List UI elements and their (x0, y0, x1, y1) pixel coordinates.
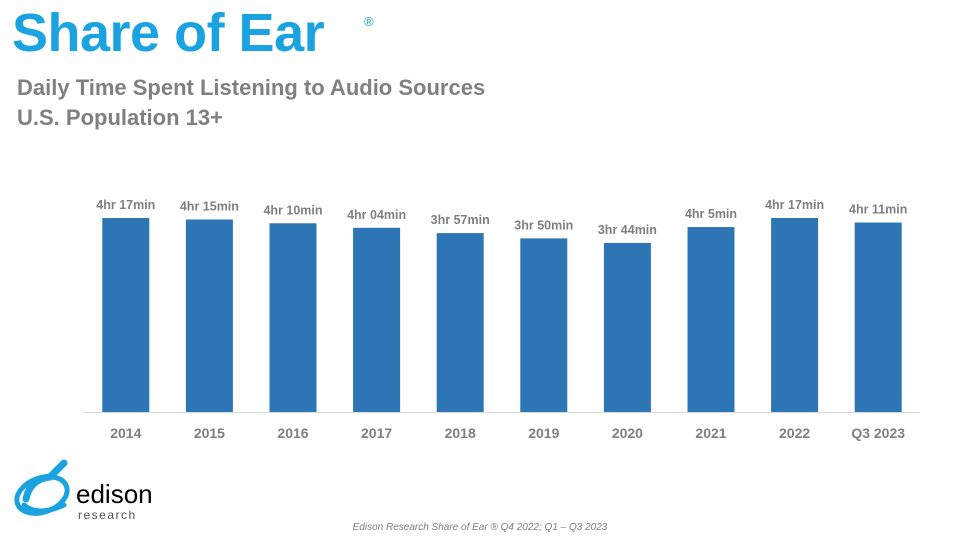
bar-2 (269, 223, 317, 412)
bar-value-label: 4hr 11min (849, 203, 907, 217)
category-label: Q3 2023 (851, 425, 905, 441)
bar-value-label: 4hr 10min (263, 203, 322, 217)
category-label: 2015 (194, 425, 225, 441)
edison-research-logo: edison research (12, 455, 182, 525)
category-label: 2022 (779, 425, 810, 441)
chart-subtitle-line2: U.S. Population 13+ (17, 105, 223, 130)
registered-mark: ® (364, 14, 374, 29)
bar-value-label: 4hr 17min (96, 198, 155, 212)
bar-5 (520, 238, 568, 412)
bar-value-label: 3hr 57min (431, 213, 490, 227)
category-label: 2017 (361, 425, 392, 441)
bar-value-label: 3hr 44min (598, 223, 657, 237)
bar-1 (185, 219, 233, 412)
bar-value-label: 3hr 50min (514, 218, 573, 232)
bar-value-label: 4hr 04min (347, 208, 406, 222)
category-label: 2019 (528, 425, 559, 441)
page-title: Share of Ear (12, 3, 325, 63)
bar-chart: 4hr 17min 2014 4hr 15min 2015 4hr 10min 2016 4… (84, 198, 920, 441)
chart-subtitle-line1: Daily Time Spent Listening to Audio Sour… (17, 75, 486, 100)
bar-4 (436, 233, 484, 412)
bar-0 (102, 218, 150, 412)
bar-value-label: 4hr 15min (180, 200, 239, 214)
edison-logo-icon (14, 459, 70, 516)
category-label: 2018 (445, 425, 476, 441)
bar-9 (854, 222, 902, 412)
logo-subtext: research (78, 508, 137, 522)
bar-8 (771, 218, 819, 412)
source-footnote: Edison Research Share of Ear ® Q4 2022; … (352, 522, 608, 533)
bar-7 (687, 227, 735, 412)
category-label: 2021 (695, 425, 726, 441)
bar-6 (603, 242, 651, 412)
category-label: 2020 (612, 425, 643, 441)
category-label: 2014 (110, 425, 141, 441)
bar-3 (353, 227, 401, 412)
logo-wordmark: edison (76, 479, 153, 509)
bar-value-label: 4hr 5min (685, 207, 737, 221)
bar-value-label: 4hr 17min (765, 198, 824, 212)
category-label: 2016 (277, 425, 308, 441)
